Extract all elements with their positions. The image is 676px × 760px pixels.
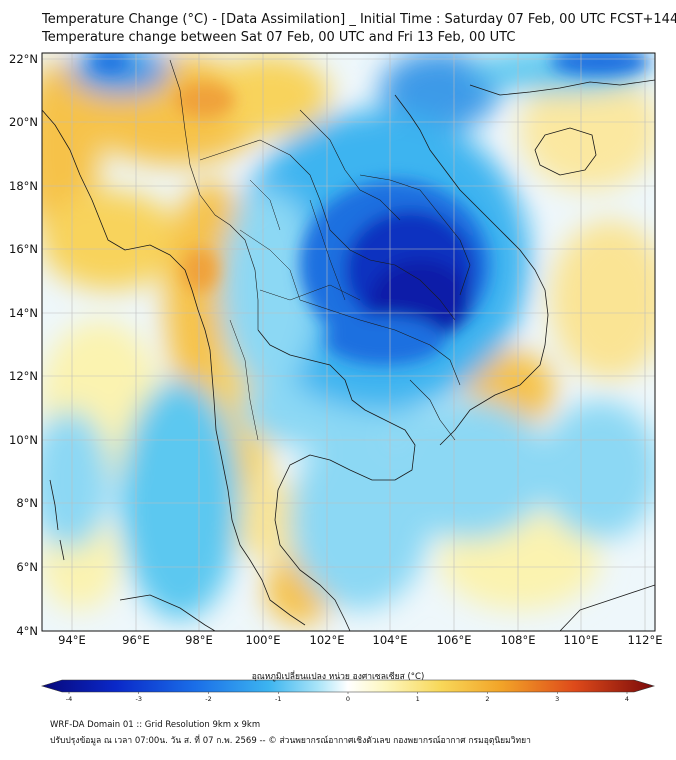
colorbar-tick-label: -1: [275, 695, 281, 703]
lat-tick-label: 20°N: [9, 115, 38, 129]
colorbar-tick-label: -3: [136, 695, 142, 703]
lon-tick-label: 108°E: [501, 633, 536, 647]
lat-tick-label: 10°N: [9, 433, 38, 447]
lon-tick-label: 112°E: [628, 633, 663, 647]
longitude-labels: 94°E 96°E 98°E 100°E 102°E 104°E 106°E 108°E 110…: [58, 633, 662, 647]
chart-subtitle: Temperature change between Sat 07 Feb, 0…: [42, 30, 516, 45]
colorbar-tick-label: -4: [66, 695, 72, 703]
lon-tick-label: 106°E: [437, 633, 472, 647]
footer-credit: ปรับปรุงข้อมูล ณ เวลา 07:00น. วัน ส. ที่…: [50, 736, 531, 746]
lat-tick-label: 8°N: [16, 496, 38, 510]
lat-tick-label: 16°N: [9, 242, 38, 256]
colorbar-tick-label: 3: [555, 695, 559, 703]
colorbar-tick-label: 4: [625, 695, 629, 703]
colorbar-title: อุณหภูมิเปลี่ยนแปลง หน่วย องศาเซลเซียส (…: [251, 672, 425, 682]
gridlines: [42, 53, 655, 631]
colorbar-tick-label: 1: [416, 695, 420, 703]
lon-tick-label: 104°E: [373, 633, 408, 647]
lon-tick-label: 96°E: [122, 633, 150, 647]
lat-tick-label: 12°N: [9, 369, 38, 383]
lat-tick-label: 6°N: [16, 560, 38, 574]
temperature-field: [42, 53, 655, 631]
colorbar-tick-label: -2: [205, 695, 211, 703]
colorbar: -4 -3 -2 -1 0 1 2 3 4: [40, 679, 656, 703]
latitude-labels: 22°N 20°N 18°N 16°N 14°N 12°N 10°N 8°N 6°N 4°N: [9, 52, 38, 638]
coastlines: [42, 59, 655, 631]
chart-title: Temperature Change (°C) - [Data Assimila…: [42, 12, 676, 27]
lon-tick-label: 110°E: [564, 633, 599, 647]
colorbar-tick-label: 2: [485, 695, 489, 703]
lat-tick-label: 22°N: [9, 52, 38, 66]
lon-tick-label: 100°E: [246, 633, 281, 647]
lat-tick-label: 4°N: [16, 624, 38, 638]
lat-tick-label: 18°N: [9, 179, 38, 193]
lon-tick-label: 102°E: [310, 633, 345, 647]
footer-model-info: WRF-DA Domain 01 :: Grid Resolution 9km …: [50, 720, 261, 730]
lon-tick-label: 94°E: [58, 633, 86, 647]
colorbar-tick-label: 0: [346, 695, 350, 703]
lat-tick-label: 14°N: [9, 306, 38, 320]
lon-tick-label: 98°E: [185, 633, 213, 647]
